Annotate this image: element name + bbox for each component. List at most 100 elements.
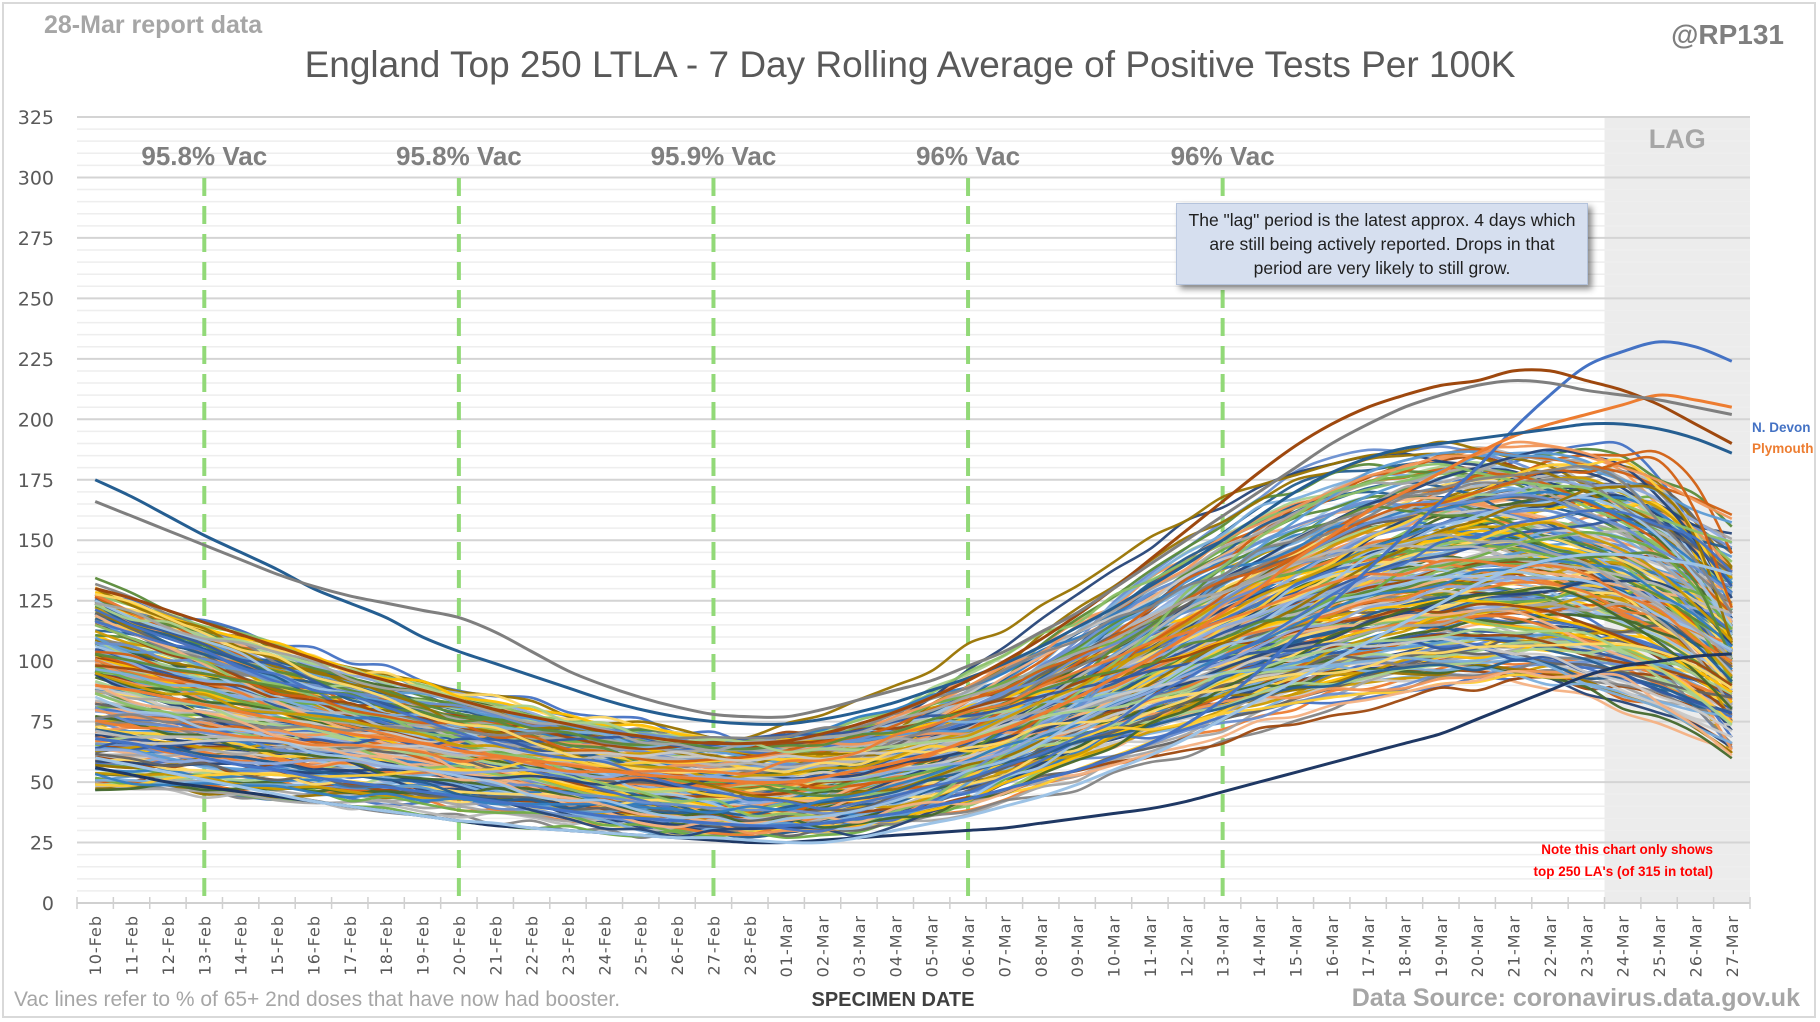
- y-axis-ticks: 0 25 50 75 100 125 150 175 200 225 250 275 300 325: [18, 107, 54, 915]
- y-tick-label: 325: [18, 107, 54, 129]
- x-tick-label: 02-Mar: [814, 915, 833, 977]
- y-tick-label: 275: [18, 228, 54, 250]
- ltla-series-line: [94, 558, 1733, 776]
- x-tick-label: 14-Mar: [1250, 915, 1269, 977]
- series-label-plymouth: Plymouth: [1752, 441, 1814, 456]
- top-250-note-line1: Note this chart only shows: [1541, 842, 1713, 857]
- x-tick-label: 13-Feb: [195, 915, 214, 975]
- y-tick-label: 200: [18, 409, 54, 431]
- x-tick-label: 09-Mar: [1068, 915, 1087, 977]
- vac-label: 96% Vac: [916, 141, 1020, 171]
- y-tick-label: 225: [18, 349, 54, 371]
- x-tick-label: 26-Feb: [668, 915, 687, 975]
- x-tick-label: 22-Feb: [523, 915, 542, 975]
- x-tick-label: 25-Feb: [632, 915, 651, 975]
- vac-label: 95.8% Vac: [141, 141, 267, 171]
- series-line-top-envelope-early-: [94, 422, 1733, 726]
- top-250-note-line2: top 250 LA's (of 315 in total): [1534, 864, 1713, 879]
- x-tick-label: 16-Mar: [1323, 915, 1342, 977]
- x-axis-ticks: 10-Feb 11-Feb 12-Feb 13-Feb 14-Feb 15-Feb 16-F…: [76, 897, 1751, 977]
- vac-label: 95.8% Vac: [396, 141, 522, 171]
- x-tick-label: 18-Feb: [377, 915, 396, 975]
- y-tick-label: 150: [18, 530, 54, 552]
- y-tick-label: 50: [30, 772, 54, 794]
- ltla-series-line: [94, 669, 1733, 825]
- report-date-label: 28-Mar report data: [44, 11, 263, 39]
- x-tick-label: 19-Mar: [1432, 915, 1451, 977]
- y-tick-label: 125: [18, 591, 54, 613]
- lag-explanation-callout: The "lag" period is the latest approx. 4…: [1176, 203, 1588, 285]
- y-tick-label: 100: [18, 651, 54, 673]
- x-tick-label: 17-Mar: [1359, 915, 1378, 977]
- ltla-series-line: [94, 592, 1733, 774]
- series-line-top-envelope-late-: [94, 368, 1733, 746]
- vac-footnote: Vac lines refer to % of 65+ 2nd doses th…: [14, 988, 620, 1011]
- x-tick-label: 13-Mar: [1214, 915, 1233, 977]
- x-tick-label: 27-Feb: [704, 915, 723, 975]
- y-tick-label: 300: [18, 167, 54, 189]
- x-tick-label: 04-Mar: [886, 915, 905, 977]
- x-tick-label: 23-Feb: [559, 915, 578, 975]
- x-tick-label: 17-Feb: [341, 915, 360, 975]
- x-axis-title: SPECIMEN DATE: [812, 989, 975, 1011]
- ltla-series-line: [94, 632, 1733, 751]
- series-group: [94, 340, 1734, 845]
- x-tick-label: 11-Mar: [1141, 915, 1160, 977]
- x-tick-label: 05-Mar: [923, 915, 942, 977]
- x-tick-label: 15-Mar: [1286, 915, 1305, 977]
- ltla-series-line: [94, 659, 1733, 817]
- ltla-series-line: [95, 595, 1733, 826]
- x-tick-label: 10-Feb: [86, 915, 105, 975]
- ltla-series-line: [94, 462, 1733, 824]
- series-line-light-blue-low: [94, 552, 1733, 845]
- x-tick-label: 26-Mar: [1686, 915, 1705, 977]
- x-tick-label: 06-Mar: [959, 915, 978, 977]
- x-tick-label: 14-Feb: [232, 915, 251, 975]
- ltla-series-line: [95, 440, 1733, 770]
- x-tick-label: 23-Mar: [1577, 915, 1596, 977]
- x-tick-label: 20-Feb: [450, 915, 469, 975]
- ltla-series-line: [94, 586, 1733, 829]
- x-tick-label: 22-Mar: [1541, 915, 1560, 977]
- x-tick-label: 11-Feb: [123, 915, 142, 975]
- series-label-n-devon: N. Devon: [1752, 420, 1811, 435]
- x-tick-label: 28-Feb: [741, 915, 760, 975]
- x-tick-label: 01-Mar: [777, 915, 796, 977]
- series-line-plymouth: [95, 393, 1733, 785]
- ltla-series-line: [94, 521, 1733, 781]
- x-tick-label: 21-Feb: [486, 915, 505, 975]
- series-end-labels: N. Devon Plymouth: [1752, 420, 1814, 456]
- x-tick-label: 25-Mar: [1650, 915, 1669, 977]
- y-tick-label: 0: [42, 893, 54, 915]
- x-tick-label: 20-Mar: [1468, 915, 1487, 977]
- x-tick-label: 19-Feb: [414, 915, 433, 975]
- x-tick-label: 21-Mar: [1505, 915, 1524, 977]
- series-line-grey-high: [94, 379, 1733, 719]
- ltla-series-line: [94, 533, 1733, 752]
- vac-label: 96% Vac: [1171, 141, 1275, 171]
- vac-label: 95.9% Vac: [651, 141, 777, 171]
- y-tick-label: 175: [18, 470, 54, 492]
- ltla-series-line: [94, 570, 1733, 827]
- y-tick-label: 75: [30, 712, 54, 734]
- data-source: Data Source: coronavirus.data.gov.uk: [1352, 984, 1800, 1012]
- x-tick-label: 12-Mar: [1177, 915, 1196, 977]
- x-tick-label: 27-Mar: [1723, 915, 1742, 977]
- x-tick-label: 07-Mar: [995, 915, 1014, 977]
- y-tick-label: 25: [30, 833, 54, 855]
- chart-title: England Top 250 LTLA - 7 Day Rolling Ave…: [305, 44, 1516, 85]
- x-tick-label: 15-Feb: [268, 915, 287, 975]
- x-tick-label: 18-Mar: [1395, 915, 1414, 977]
- x-tick-label: 16-Feb: [304, 915, 323, 975]
- ltla-series-line: [95, 576, 1733, 782]
- series-line-n-devon: [94, 340, 1733, 828]
- x-tick-label: 24-Mar: [1614, 915, 1633, 977]
- x-tick-label: 08-Mar: [1032, 915, 1051, 977]
- x-tick-label: 03-Mar: [850, 915, 869, 977]
- y-tick-label: 250: [18, 288, 54, 310]
- lag-label: LAG: [1649, 124, 1706, 154]
- author-handle: @RP131: [1671, 19, 1784, 50]
- ltla-series-line: [94, 544, 1733, 769]
- x-tick-label: 10-Mar: [1105, 915, 1124, 977]
